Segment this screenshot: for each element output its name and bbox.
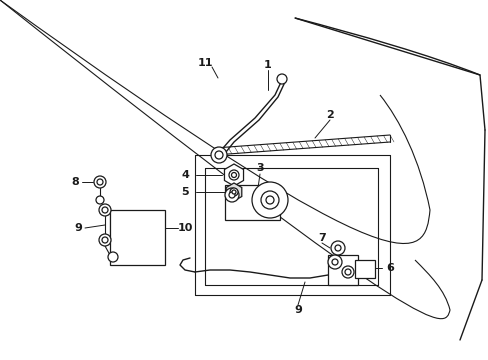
Text: 9: 9	[74, 223, 82, 233]
Circle shape	[99, 204, 111, 216]
Circle shape	[215, 151, 223, 159]
Text: 4: 4	[181, 170, 188, 180]
Circle shape	[229, 188, 238, 196]
Bar	[354, 260, 374, 278]
Circle shape	[96, 196, 104, 204]
Circle shape	[231, 190, 236, 194]
Circle shape	[265, 196, 273, 204]
Text: 2: 2	[325, 110, 333, 120]
Circle shape	[99, 234, 111, 246]
Circle shape	[331, 259, 337, 265]
Text: 7: 7	[318, 233, 325, 243]
Polygon shape	[224, 164, 243, 186]
Circle shape	[345, 269, 350, 275]
Text: 6: 6	[385, 263, 393, 273]
Polygon shape	[215, 135, 389, 155]
Circle shape	[102, 237, 108, 243]
Text: 10: 10	[177, 223, 192, 233]
Circle shape	[228, 170, 239, 180]
Circle shape	[228, 192, 235, 198]
Circle shape	[276, 74, 286, 84]
Text: 9: 9	[293, 305, 301, 315]
Circle shape	[261, 191, 279, 209]
Circle shape	[210, 147, 226, 163]
Text: 5: 5	[181, 187, 188, 197]
Text: 11: 11	[197, 58, 212, 68]
Text: 1: 1	[264, 60, 271, 70]
Circle shape	[97, 179, 103, 185]
Circle shape	[327, 255, 341, 269]
Circle shape	[341, 266, 353, 278]
Polygon shape	[226, 183, 241, 201]
Bar	[327, 255, 357, 285]
Circle shape	[102, 207, 108, 213]
Circle shape	[251, 182, 287, 218]
Circle shape	[94, 176, 106, 188]
Circle shape	[224, 188, 239, 202]
Circle shape	[108, 252, 118, 262]
Circle shape	[334, 245, 340, 251]
Bar	[224, 185, 280, 220]
Bar	[110, 210, 164, 265]
Text: 3: 3	[256, 163, 263, 173]
Text: 8: 8	[71, 177, 79, 187]
Circle shape	[330, 241, 345, 255]
Circle shape	[231, 172, 236, 177]
